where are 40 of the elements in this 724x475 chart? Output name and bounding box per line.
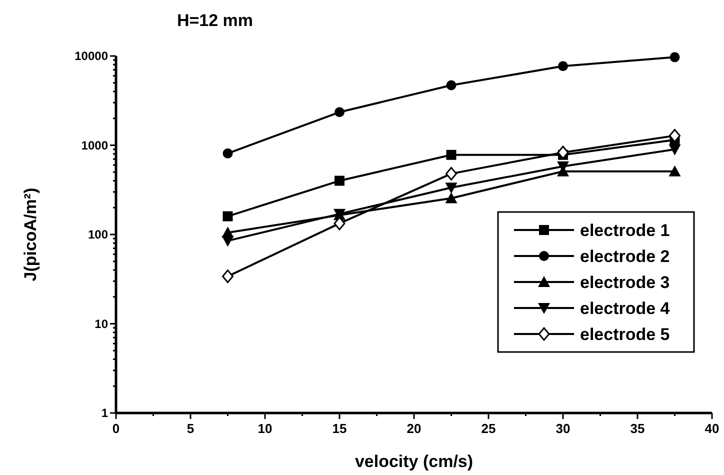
x-tick-label: 35 [630, 421, 645, 436]
chart-title: H=12 mm [176, 11, 254, 30]
point [222, 270, 234, 284]
y-tick-label: 10 [94, 316, 108, 331]
point [557, 146, 569, 160]
point [222, 211, 233, 222]
x-tick-label: 10 [258, 421, 272, 436]
point [668, 144, 681, 156]
x-tick-label: 5 [186, 421, 194, 436]
legend-label: electrode 5 [580, 325, 670, 344]
point [670, 52, 680, 62]
x-tick-label: 40 [704, 421, 720, 436]
x-tick-label: 30 [556, 421, 570, 436]
x-tick-label: 25 [481, 421, 496, 436]
x-tick-label: 20 [406, 421, 422, 436]
y-tick-label: 100 [88, 228, 108, 242]
point [558, 61, 568, 72]
point [668, 165, 681, 176]
y-tick-label: 10000 [74, 49, 108, 63]
point [446, 150, 456, 160]
point [445, 182, 458, 194]
point [445, 192, 458, 204]
x-tick-label: 15 [332, 421, 347, 436]
point [446, 80, 456, 90]
y-tick-label: 1000 [81, 138, 108, 152]
point [334, 107, 344, 118]
y-axis-title: J(picoA/m²) [21, 188, 40, 282]
legend-label: electrode 3 [580, 273, 670, 292]
point [222, 148, 233, 158]
point [669, 128, 680, 142]
point [222, 236, 234, 247]
y-tick-label: 1 [101, 406, 108, 420]
x-axis-title: velocity (cm/s) [354, 452, 474, 471]
point [334, 176, 344, 186]
legend-label: electrode 4 [580, 299, 670, 318]
point [334, 216, 346, 230]
legend-label: electrode 2 [580, 247, 670, 266]
legend-label: electrode 1 [580, 221, 670, 240]
point [446, 166, 457, 180]
x-tick-label: 0 [112, 421, 120, 436]
